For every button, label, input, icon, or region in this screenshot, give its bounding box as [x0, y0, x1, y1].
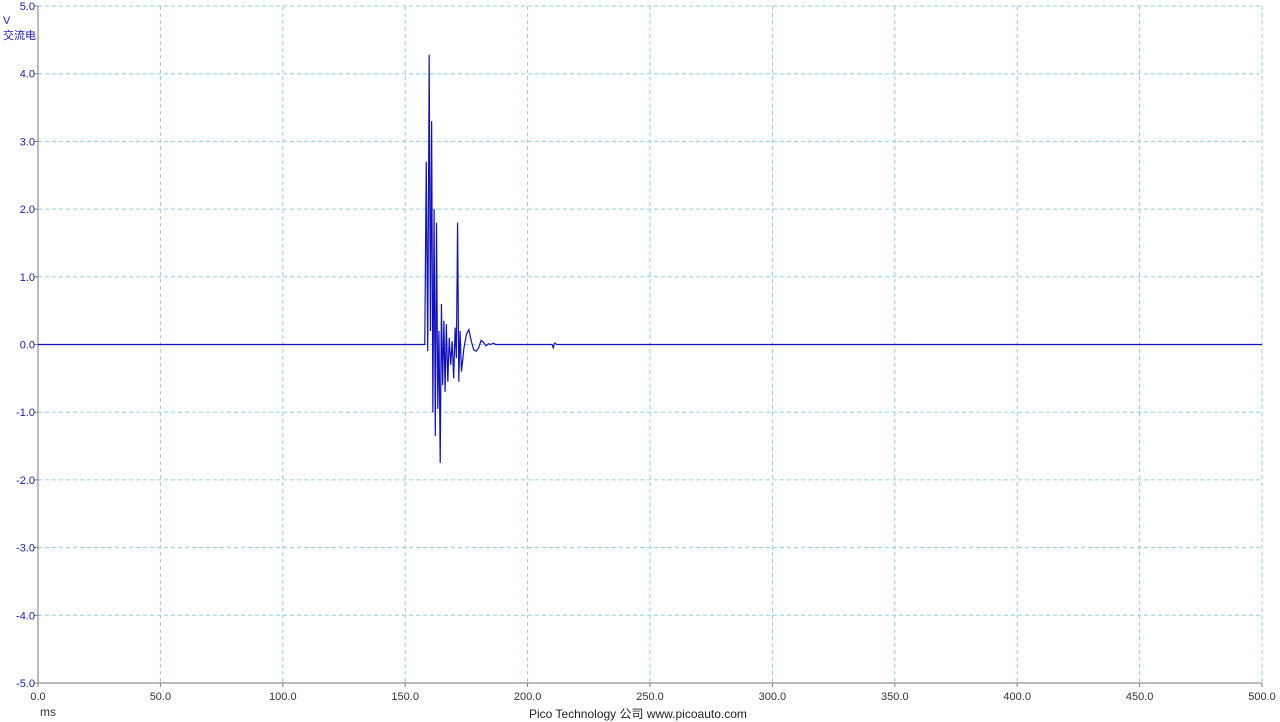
- x-tick-label: 400.0: [1003, 691, 1031, 703]
- y-tick-label: -5.0: [16, 678, 35, 690]
- y-tick-label: 1.0: [20, 272, 35, 284]
- x-tick-label: 50.0: [150, 691, 171, 703]
- coupling-label: 交流电: [3, 30, 36, 42]
- x-tick-label: 450.0: [1126, 691, 1154, 703]
- y-tick-label: -4.0: [16, 610, 35, 622]
- y-tick-label: -3.0: [16, 543, 35, 555]
- x-unit-label: ms: [40, 705, 56, 719]
- x-tick-label: 300.0: [759, 691, 787, 703]
- x-tick-label: 150.0: [391, 691, 419, 703]
- y-tick-label: -2.0: [16, 475, 35, 487]
- x-tick-label: 350.0: [881, 691, 909, 703]
- y-tick-label: 3.0: [20, 136, 35, 148]
- x-tick-label: 200.0: [514, 691, 542, 703]
- x-tick-label: 500.0: [1248, 691, 1276, 703]
- y-axis-ticks: 5.0 4.0 3.0 2.0 1.0 0.0 -1.0 -2.0 -3.0 -4.0 -5.0: [16, 1, 38, 690]
- y-unit-label: V: [3, 15, 11, 27]
- x-axis-ticks: 0.0 50.0 100.0 150.0 200.0 250.0 300.0 350.0 400…: [30, 683, 1276, 703]
- y-tick-label: 0.0: [20, 340, 35, 352]
- y-tick-label: 2.0: [20, 204, 35, 216]
- x-tick-label: 100.0: [269, 691, 297, 703]
- footer-credit: Pico Technology 公司 www.picoauto.com: [529, 707, 747, 721]
- y-tick-label: 5.0: [20, 1, 35, 13]
- y-tick-label: -1.0: [16, 407, 35, 419]
- x-tick-label: 0.0: [30, 691, 45, 703]
- y-tick-label: 4.0: [20, 69, 35, 81]
- x-tick-label: 250.0: [636, 691, 664, 703]
- signal-trace: [38, 54, 1262, 463]
